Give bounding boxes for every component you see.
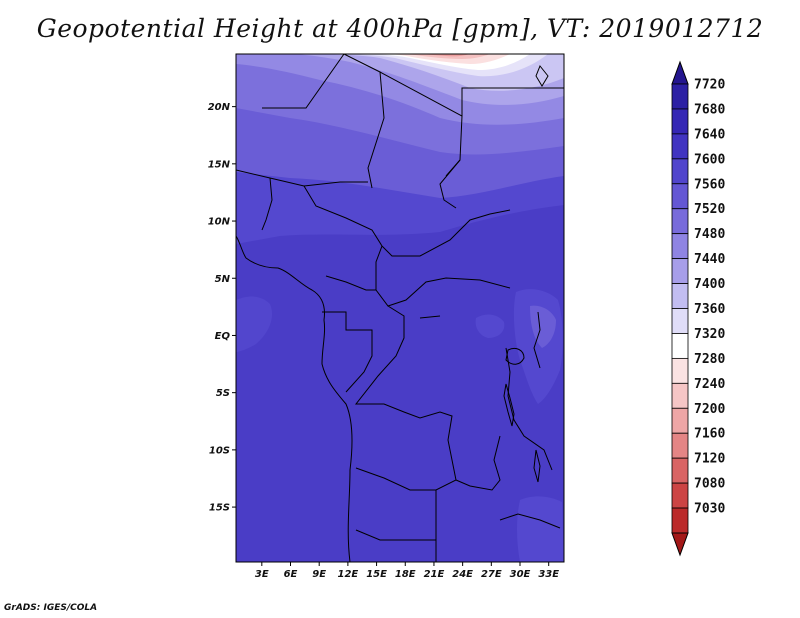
- border-12: [322, 311, 373, 393]
- border-16: [533, 311, 541, 369]
- lon-tick-label: 24E: [452, 569, 473, 580]
- patch-dark-west: [236, 296, 273, 352]
- latitude-axis: 20N 15N 10N 5N EQ 5S 10S 15S: [208, 102, 236, 514]
- colorbar-label: 7320: [694, 327, 725, 342]
- lake-1: [535, 65, 549, 87]
- colorbar-segment: [671, 133, 689, 160]
- colorbar-label: 7560: [694, 177, 725, 192]
- colorbar-label: 7640: [694, 127, 725, 142]
- colorbar-segment: [671, 482, 689, 509]
- colorbar-segment: [671, 333, 689, 359]
- border-5: [439, 159, 461, 209]
- colorbar-segment: [671, 308, 689, 334]
- border-18: [499, 513, 561, 529]
- lat-tick-label: 10N: [208, 217, 231, 228]
- lat-tick-label: 10S: [209, 445, 230, 456]
- colorbar-segment: [671, 432, 689, 459]
- colorbar-segment: [671, 258, 689, 284]
- border-15: [505, 347, 553, 471]
- lon-tick-label: 18E: [395, 569, 416, 580]
- border-1: [343, 54, 385, 189]
- lon-tick-label: 33E: [538, 569, 559, 580]
- lake-malawi: [533, 449, 541, 483]
- lon-tick-label: 15E: [366, 569, 387, 580]
- colorbar-label: 7680: [694, 102, 725, 117]
- lon-tick-label: 6E: [284, 569, 298, 580]
- colorbar-segment: [671, 382, 689, 409]
- lat-tick-label: 15S: [209, 503, 230, 514]
- patch-dark-east: [475, 314, 505, 338]
- band-pink3: [420, 54, 470, 57]
- band-pink2: [400, 54, 490, 59]
- colorbar-label: 7720: [694, 78, 725, 93]
- lake-3: [419, 315, 441, 319]
- colorbar-label: 7200: [694, 402, 725, 417]
- colorbar-label: 7280: [694, 352, 725, 367]
- lake-tanganyika: [503, 383, 515, 427]
- lat-tick-label: 5N: [215, 274, 231, 285]
- colorbar-label: 7480: [694, 227, 725, 242]
- colorbar-label: 7600: [694, 152, 725, 167]
- colorbar-segment: [671, 158, 689, 185]
- lon-tick-label: 30E: [510, 569, 531, 580]
- border-8: [303, 185, 383, 247]
- border-7: [261, 177, 273, 231]
- colorbar-label: 7080: [694, 477, 725, 492]
- colorbar-label: 7160: [694, 427, 725, 442]
- border-19: [355, 529, 436, 541]
- colorbar-segment: [671, 457, 689, 484]
- border-11: [325, 275, 376, 291]
- colorbar-label: 7030: [694, 502, 725, 517]
- border-10: [375, 245, 511, 307]
- lon-tick-label: 3E: [255, 569, 269, 580]
- colorbar-segment: [671, 208, 689, 235]
- map-field: [236, 54, 564, 562]
- colorbar-label: 7360: [694, 302, 725, 317]
- border-13: [354, 305, 457, 491]
- patch-south-east: [517, 496, 564, 562]
- lon-tick-label: 12E: [338, 569, 359, 580]
- lake-victoria: [505, 347, 525, 365]
- colorbar-segment: [671, 507, 689, 534]
- coastlines-borders: [236, 54, 564, 562]
- lat-tick-label: 5S: [216, 388, 230, 399]
- colorbar-top-triangle: [671, 60, 689, 85]
- colorbar-segment: [671, 183, 689, 210]
- credit-label: GrADS: IGES/COLA: [4, 603, 98, 613]
- border-4: [461, 87, 564, 116]
- colorbar-segment: [671, 357, 689, 384]
- colorbar-label: 7400: [694, 277, 725, 292]
- colorbar-label: 7240: [694, 377, 725, 392]
- colorbar-segment: [671, 83, 689, 110]
- map-frame: [235, 53, 565, 563]
- patch-east-highlands-2: [530, 305, 556, 348]
- chart-title: Geopotential Height at 400hPa [gpm], VT:…: [36, 14, 764, 43]
- colorbar-label: 7520: [694, 202, 725, 217]
- border-2: [262, 54, 345, 109]
- colorbar-segment: [671, 407, 689, 434]
- colorbar-bottom-triangle: [671, 532, 689, 557]
- coastline: [236, 235, 353, 562]
- colorbar: 7720 7680 7640 7600 7560 7520 7480 7440 7400 7360…: [671, 60, 725, 557]
- lon-tick-label: 9E: [312, 569, 326, 580]
- colorbar-label: 7120: [694, 452, 725, 467]
- border-9: [381, 209, 511, 257]
- longitude-axis: 3E 6E 9E 12E 15E 18E 21E 24E 27E 30E 33E: [255, 562, 559, 580]
- colorbar-segment: [671, 283, 689, 309]
- lat-tick-label: 20N: [208, 102, 231, 113]
- colorbar-segment: [671, 108, 689, 135]
- colorbar-segment: [671, 233, 689, 260]
- lon-tick-label: 27E: [481, 569, 502, 580]
- colorbar-label: 7440: [694, 252, 725, 267]
- lon-tick-label: 21E: [424, 569, 445, 580]
- lat-tick-label: 15N: [208, 159, 231, 170]
- lat-tick-label: EQ: [215, 331, 231, 342]
- border-14: [455, 435, 501, 491]
